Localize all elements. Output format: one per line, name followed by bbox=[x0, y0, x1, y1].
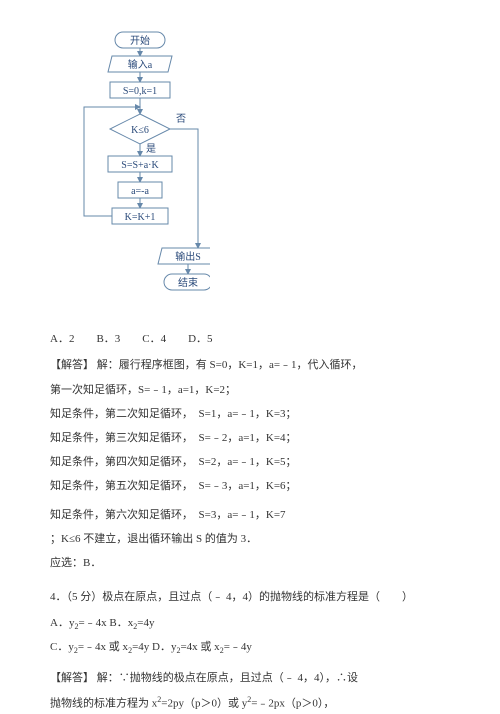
step-2: 知足条件，第二次知足循环， S=1，a=﹣1，K=3； bbox=[50, 405, 450, 425]
step-4: 知足条件，第四次知足循环， S=2，a=﹣1，K=5； bbox=[50, 453, 450, 473]
opt-c-end: =﹣4y bbox=[224, 641, 252, 653]
q4-stem: 4．（5 分）极点在原点，且过点（﹣ 4，4）的抛物线的标准方程是（ ） bbox=[50, 588, 450, 608]
opt-c-mid3: =4x 或 x bbox=[180, 641, 219, 653]
opt-c-mid2: =4y D．y bbox=[132, 641, 176, 653]
q4-sol-1: 【解答】 解：∵抛物线的极点在原点，且过点（﹣ 4，4），∴设 bbox=[50, 669, 450, 689]
node-output: 输出S bbox=[175, 250, 201, 263]
node-inc: K=K+1 bbox=[125, 212, 156, 223]
answer-choices: A．2 B．3 C．4 D．5 bbox=[50, 330, 450, 350]
final-answer: 应选：B． bbox=[50, 554, 450, 574]
q4-sol-2c: =﹣2px（p＞0）， bbox=[251, 697, 334, 709]
node-init: S=0,k=1 bbox=[123, 86, 157, 97]
node-start: 开始 bbox=[130, 34, 150, 47]
label-yes: 是 bbox=[146, 143, 156, 155]
node-input: 输入a bbox=[128, 58, 153, 71]
node-neg: a=-a bbox=[131, 186, 149, 197]
node-end: 结束 bbox=[178, 276, 198, 289]
opt-a-end: =4y bbox=[137, 617, 154, 629]
step-6b: ；K≤6 不建立，退出循环输出 S 的值为 3． bbox=[50, 530, 450, 550]
solution-header: 【解答】 解：履行程序框图，有 S=0，K=1，a=﹣1，代入循环， bbox=[50, 356, 450, 376]
step-6a: 知足条件，第六次知足循环， S=3，a=﹣1，K=7 bbox=[50, 506, 450, 526]
q4-sol-2a: 抛物线的标准方程为 x bbox=[50, 697, 157, 709]
q4-options-ab: A．y2=﹣4x B．x2=4y bbox=[50, 614, 450, 635]
label-no: 否 bbox=[176, 113, 186, 125]
flowchart-diagram: 开始 输入a S=0,k=1 K≤6 否 是 S=S+a·K a=-a K=K+… bbox=[70, 30, 210, 318]
q4-sol-2: 抛物线的标准方程为 x2=2py（p＞0）或 y2=﹣2px（p＞0）， bbox=[50, 693, 450, 714]
step-1: 第一次知足循环，S=﹣1，a=1，K=2； bbox=[50, 381, 450, 401]
opt-c-pre: C．y bbox=[50, 641, 74, 653]
opt-c-mid1: =﹣4x 或 x bbox=[78, 641, 128, 653]
step-3: 知足条件，第三次知足循环， S=﹣2，a=1，K=4； bbox=[50, 429, 450, 449]
q4-sol-2b: =2py（p＞0）或 y bbox=[161, 697, 247, 709]
node-update: S=S+a·K bbox=[121, 160, 159, 171]
step-5: 知足条件，第五次知足循环， S=﹣3，a=1，K=6； bbox=[50, 477, 450, 497]
q4-options-cd: C．y2=﹣4x 或 x2=4y D．y2=4x 或 x2=﹣4y bbox=[50, 638, 450, 659]
node-cond: K≤6 bbox=[131, 125, 149, 136]
opt-a-pre: A．y bbox=[50, 617, 74, 629]
opt-a-post: =﹣4x B．x bbox=[78, 617, 133, 629]
